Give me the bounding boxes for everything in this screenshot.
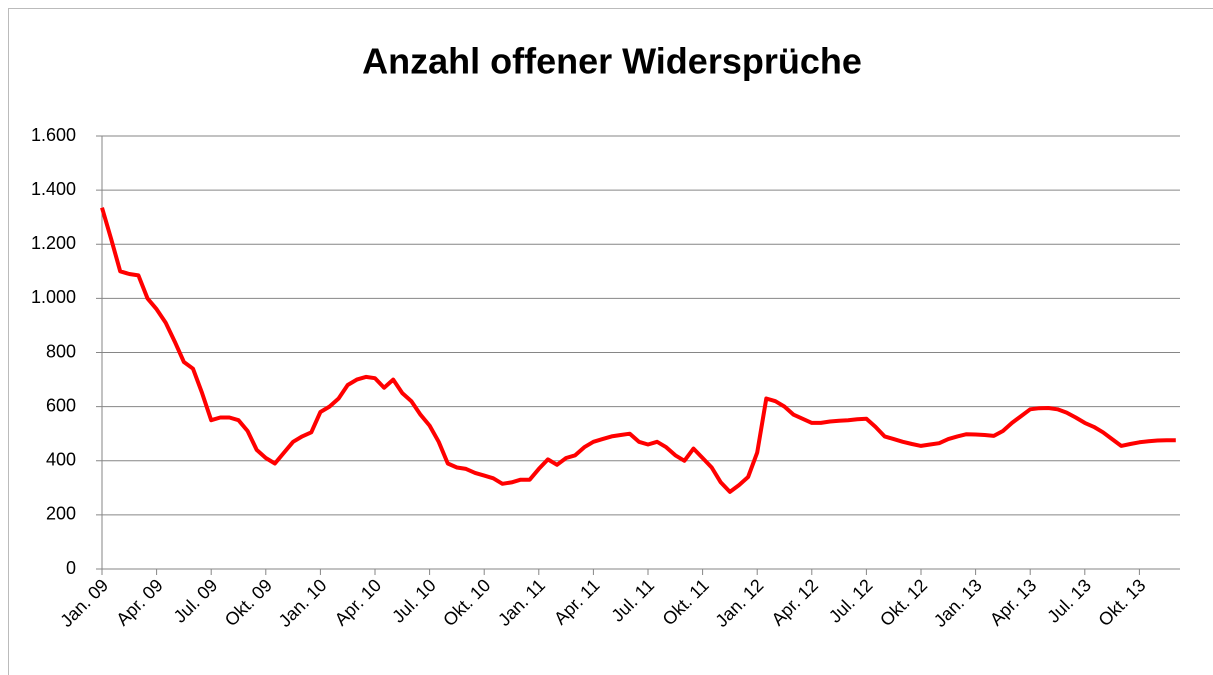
x-tick-label: Jan. 10 — [275, 575, 331, 631]
y-tick-label: 800 — [46, 341, 76, 361]
data-line — [100, 207, 1176, 494]
x-tick-label: Jan. 13 — [930, 575, 986, 631]
x-tick-label: Okt. 12 — [876, 575, 931, 630]
y-tick-label: 1.200 — [31, 233, 76, 253]
x-tick-label: Jul. 10 — [388, 575, 440, 627]
x-tick-label: Jan. 12 — [711, 575, 767, 631]
y-tick-label: 200 — [46, 504, 76, 524]
x-tick-label: Okt. 10 — [439, 575, 494, 630]
x-tick-label: Apr. 09 — [112, 575, 166, 629]
x-tick-label: Okt. 09 — [221, 575, 276, 630]
y-tick-label: 1.400 — [31, 179, 76, 199]
x-tick-label: Apr. 10 — [331, 575, 385, 629]
x-tick-label: Apr. 11 — [550, 575, 604, 629]
x-tick-label: Jul. 13 — [1043, 575, 1095, 627]
chart-border — [8, 8, 1213, 675]
y-tick-label: 600 — [46, 395, 76, 415]
x-tick-label: Okt. 13 — [1094, 575, 1149, 630]
x-tick-label: Jan. 11 — [494, 575, 549, 630]
y-tick-label: 1.600 — [31, 125, 76, 145]
x-tick-label: Jan. 09 — [56, 575, 112, 631]
x-tick-label: Okt. 11 — [659, 575, 713, 629]
x-tick-label: Apr. 12 — [768, 575, 822, 629]
x-tick-label: Jul. 11 — [607, 575, 658, 626]
y-tick-label: 400 — [46, 450, 76, 470]
chart-title: Anzahl offener Widersprüche — [362, 41, 862, 82]
y-tick-label: 0 — [66, 558, 76, 578]
x-tick-label: Jul. 09 — [170, 575, 222, 627]
x-tick-label: Jul. 12 — [825, 575, 877, 627]
x-tick-label: Apr. 13 — [986, 575, 1040, 629]
y-tick-label: 1.000 — [31, 287, 76, 307]
